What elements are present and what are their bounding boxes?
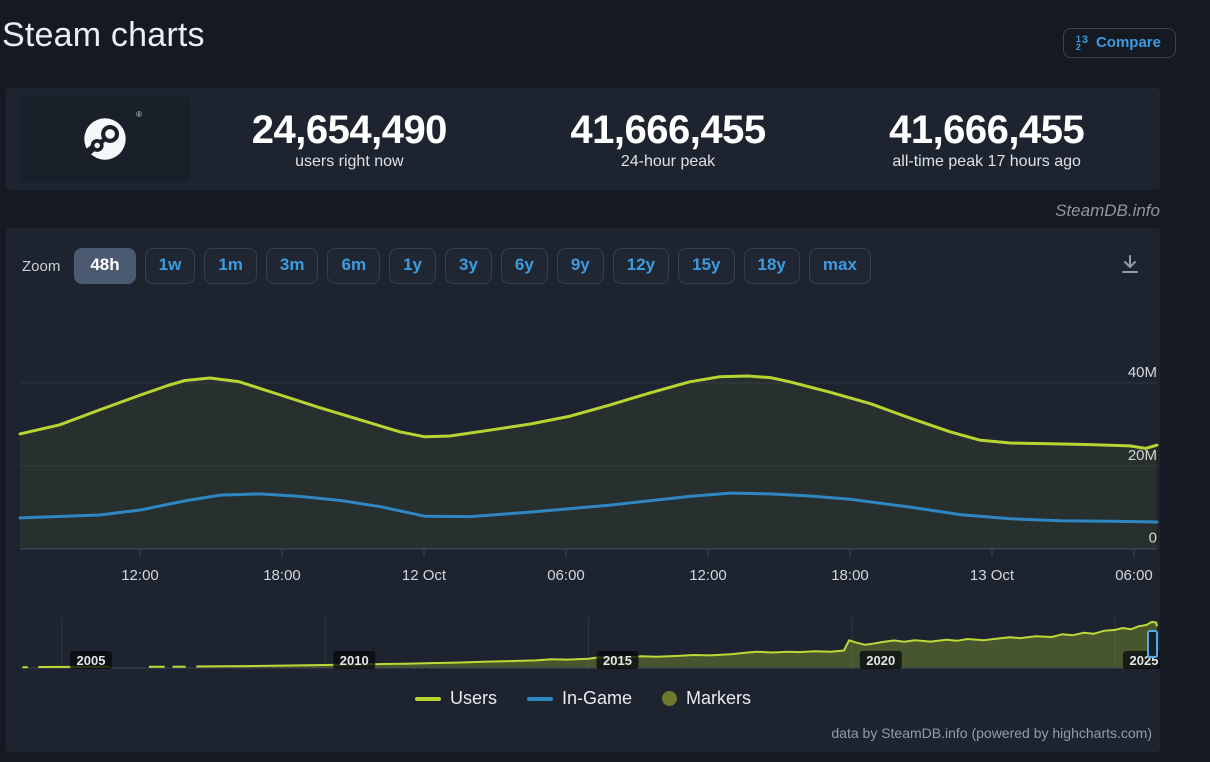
stat-value: 24,654,490	[251, 107, 448, 152]
legend-label: Markers	[686, 688, 752, 708]
users-series	[18, 374, 1159, 549]
svg-text:2005: 2005	[77, 653, 106, 668]
zoom-range-3y-button[interactable]: 3y	[444, 248, 492, 284]
x-axis-label: 18:00	[263, 567, 301, 584]
stat-value: 41,666,455	[889, 107, 1085, 152]
svg-text:2010: 2010	[340, 653, 369, 668]
stat-label: all-time peak 17 hours ago	[892, 152, 1081, 170]
stat-label: users right now	[295, 152, 404, 170]
legend-label: Users	[449, 688, 497, 708]
registered-mark: ®	[136, 110, 142, 119]
x-axis-label: 12 Oct	[402, 567, 447, 584]
x-axis-label: 12:00	[689, 567, 727, 584]
zoom-range-6y-button[interactable]: 6y	[500, 248, 548, 284]
compare-label: Compare	[1095, 34, 1161, 51]
page-title: Steam charts	[2, 16, 205, 54]
svg-text:2015: 2015	[603, 653, 632, 668]
x-axis-label: 06:00	[1115, 567, 1153, 584]
ingame-series	[18, 491, 1159, 524]
legend-marker-icon	[662, 691, 678, 706]
zoom-range-1y-button[interactable]: 1y	[389, 248, 436, 284]
chart-panel: Zoom 48h 1w 1m 3m 6m 1y 3y 6y 9y 12y 15y 18y max 40M…	[6, 228, 1160, 752]
navigator-handle[interactable]	[1147, 630, 1158, 658]
chart-credits-link[interactable]: data by SteamDB.info (powered by highcha…	[831, 725, 1152, 741]
svg-text:2020: 2020	[866, 653, 895, 668]
stats-panel: ® 24,654,490 users right now 41,666,455 …	[6, 88, 1160, 190]
axes: 12:00 18:00 12 Oct 06:00 12:00 18:00 13 Oct 06:…	[20, 548, 1157, 584]
series	[18, 374, 1159, 549]
y-axis-label: 20M	[1128, 447, 1157, 464]
nav-year-label: 2010	[333, 651, 376, 669]
zoom-buttons: 48h 1w 1m 3m 6m 1y 3y 6y 9y 12y 15y 18y max	[74, 248, 871, 284]
y-axis-label: 0	[1149, 530, 1157, 547]
stat-value: 41,666,455	[570, 107, 766, 152]
legend-item-users[interactable]: Users	[414, 688, 497, 709]
nav-year-label: 2005	[70, 651, 112, 669]
stat-24h-peak: 41,666,455 24-hour peak	[509, 108, 828, 171]
x-axis-label: 06:00	[547, 567, 585, 584]
steamdb-watermark-link[interactable]: SteamDB.info	[1055, 201, 1160, 220]
zoom-label: Zoom	[22, 257, 61, 275]
steam-logo-icon	[84, 118, 126, 160]
stat-alltime-peak: 41,666,455 all-time peak 17 hours ago	[827, 108, 1146, 171]
navigator[interactable]: 2005 2010 2015 2020 2025	[20, 617, 1160, 669]
stat-label: 24-hour peak	[620, 152, 716, 170]
legend-item-markers[interactable]: Markers	[662, 688, 751, 709]
x-axis-label: 13 Oct	[970, 567, 1015, 584]
stat-users-now: 24,654,490 users right now	[190, 108, 509, 171]
y-axis-label: 40M	[1128, 364, 1157, 381]
legend-label: In-Game	[561, 688, 633, 708]
zoom-range-3m-button[interactable]: 3m	[265, 248, 319, 284]
zoom-range-18y-button[interactable]: 18y	[743, 248, 800, 284]
download-icon[interactable]	[1118, 252, 1142, 276]
zoom-range-48h-button[interactable]: 48h	[74, 248, 136, 284]
x-axis-label: 12:00	[121, 567, 159, 584]
zoom-range-15y-button[interactable]: 15y	[678, 248, 735, 284]
zoom-range-12y-button[interactable]: 12y	[612, 248, 670, 284]
x-axis-label: 18:00	[831, 567, 869, 584]
main-chart[interactable]: 40M 20M 0 12:00 18:00 12 Oct 06:00 12:00 18:00 13…	[6, 228, 1160, 683]
zoom-range-1m-button[interactable]: 1m	[204, 248, 257, 284]
zoom-range-1w-button[interactable]: 1w	[144, 248, 196, 284]
legend: Users In-Game Markers	[6, 688, 1160, 709]
zoom-toolbar: Zoom 48h 1w 1m 3m 6m 1y 3y 6y 9y 12y 15y 18y max	[6, 228, 1160, 284]
legend-line-icon	[526, 696, 553, 701]
nav-year-label: 2020	[859, 651, 902, 669]
zoom-range-6m-button[interactable]: 6m	[327, 248, 381, 284]
zoom-range-max-button[interactable]: max	[808, 248, 871, 284]
legend-item-in-game[interactable]: In-Game	[526, 688, 633, 709]
zoom-range-9y-button[interactable]: 9y	[556, 248, 604, 284]
nav-year-label: 2015	[596, 651, 639, 669]
legend-line-icon	[414, 696, 441, 701]
steam-logo-box: ®	[20, 96, 190, 182]
